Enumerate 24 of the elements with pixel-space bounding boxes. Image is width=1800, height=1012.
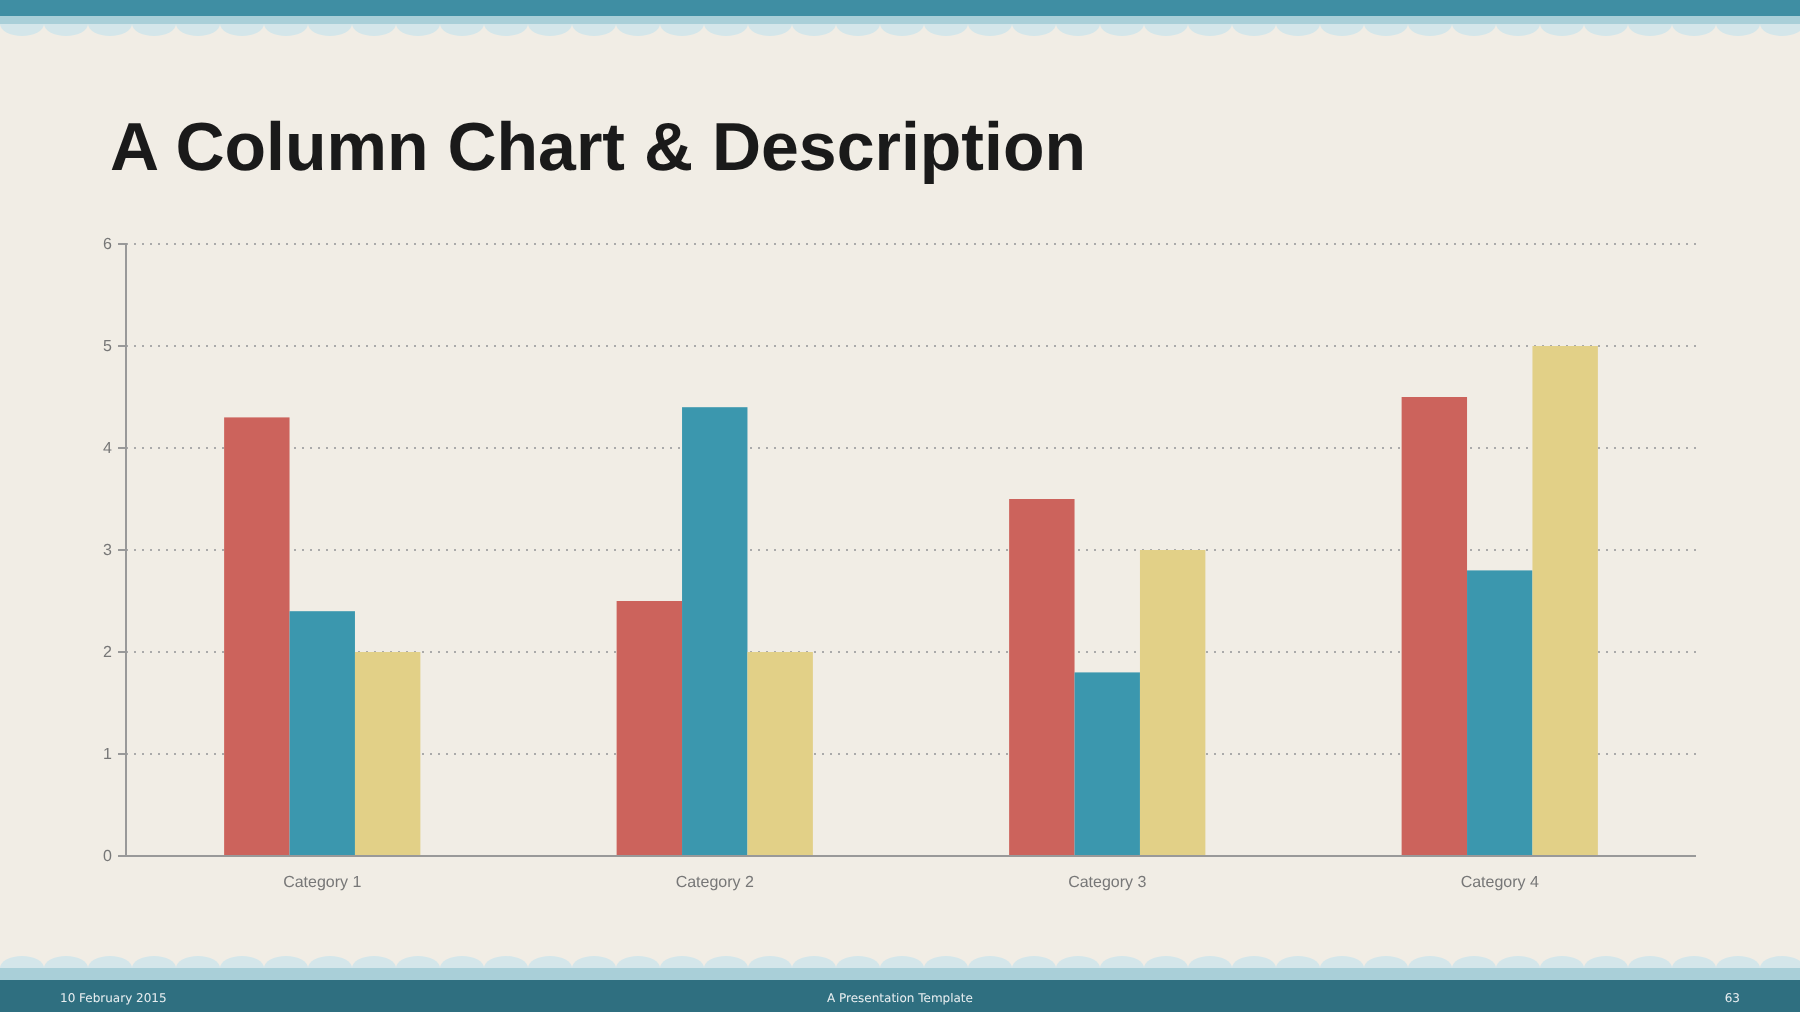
y-tick-label: 2 — [103, 643, 114, 662]
x-tick-label: Category 2 — [675, 873, 755, 892]
bar — [1139, 550, 1206, 856]
bar — [747, 652, 813, 856]
y-tick-label: 4 — [103, 439, 114, 458]
bar — [289, 611, 355, 856]
bar — [1009, 499, 1075, 856]
y-tick-label: 6 — [103, 235, 114, 254]
bar — [1401, 397, 1468, 856]
bar — [1467, 570, 1533, 856]
bar — [616, 601, 683, 856]
y-tick-label: 3 — [103, 541, 114, 560]
bar — [1074, 672, 1140, 856]
bar — [354, 652, 421, 856]
x-tick-label: Category 1 — [283, 873, 363, 892]
x-tick-label: Category 4 — [1460, 873, 1540, 892]
y-tick-label: 0 — [103, 847, 114, 866]
chart-title: A Column Chart & Description — [110, 110, 1086, 186]
bar — [1532, 346, 1598, 856]
bar — [224, 417, 290, 856]
y-tick-label: 1 — [103, 745, 114, 764]
x-tick-label: Category 3 — [1068, 873, 1148, 892]
bar — [682, 407, 748, 856]
y-tick-label: 5 — [103, 337, 114, 356]
